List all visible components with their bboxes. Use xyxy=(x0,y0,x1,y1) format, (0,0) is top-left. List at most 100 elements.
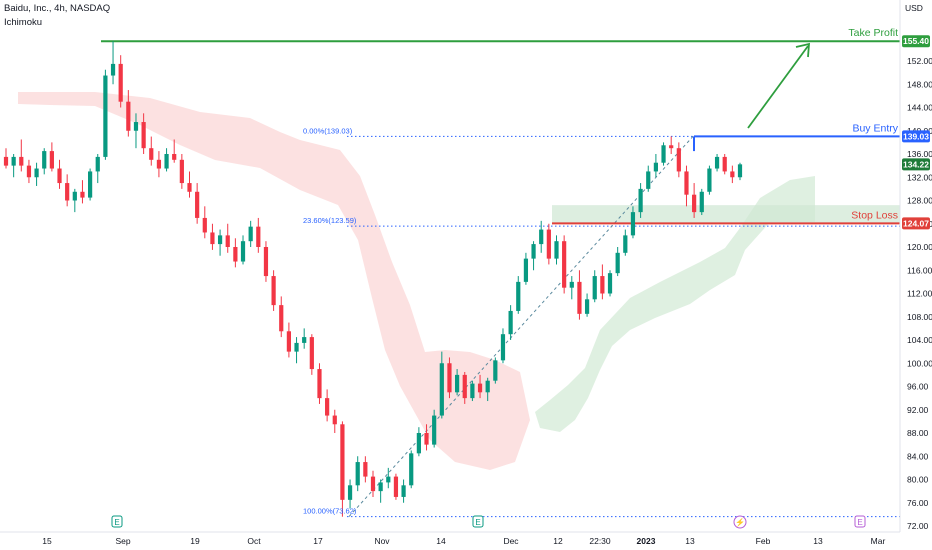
candle-body xyxy=(126,101,131,131)
candle-body xyxy=(653,162,658,172)
candle-body xyxy=(340,424,345,500)
event-marker-earnings[interactable]: E xyxy=(111,515,123,528)
stop-loss-price-tag: 124.07 xyxy=(902,217,930,230)
candle-body xyxy=(156,159,162,169)
candle-body xyxy=(103,75,108,157)
fib-level-label: 100.00%(73.62) xyxy=(303,507,357,516)
candle-body xyxy=(217,235,223,245)
candle-body xyxy=(386,476,391,483)
candle-body xyxy=(447,363,452,393)
price-tag-box xyxy=(902,158,930,171)
candle-body xyxy=(80,191,85,198)
candle-body xyxy=(630,212,636,236)
time-tick-label: Mar xyxy=(871,536,886,546)
candle-body xyxy=(233,247,238,262)
price-tick-label: 148.00 xyxy=(907,79,932,89)
time-tick-label: 15 xyxy=(42,536,52,546)
candle-body xyxy=(363,462,368,477)
candle-body xyxy=(65,183,70,201)
price-tick-label: 88.00 xyxy=(907,428,929,438)
price-tick-label: 92.00 xyxy=(907,405,929,415)
candle-body xyxy=(347,485,353,500)
event-marker-split[interactable]: ⚡ xyxy=(733,515,747,529)
candle-body xyxy=(256,226,261,247)
candle-body xyxy=(118,63,123,102)
candle-body xyxy=(615,252,620,274)
target-arrowhead xyxy=(795,42,810,58)
price-tick-label: 152.00 xyxy=(907,56,932,66)
candle-body xyxy=(714,156,720,169)
price-tick-label: 76.00 xyxy=(907,498,929,508)
candle-body xyxy=(332,415,337,425)
time-tick-label: 14 xyxy=(436,536,446,546)
candle-body xyxy=(240,241,246,262)
candle-body xyxy=(179,159,184,184)
candle-body xyxy=(195,191,200,218)
candle-body xyxy=(294,342,299,352)
candle-body xyxy=(722,156,727,172)
time-tick-label: Dec xyxy=(503,536,519,546)
candle-body xyxy=(378,482,383,492)
price-tick-label: 120.00 xyxy=(907,242,932,252)
candle-body xyxy=(623,235,628,253)
candle-body xyxy=(500,334,506,361)
price-tag-text: 124.07 xyxy=(903,218,929,228)
event-marker-earnings[interactable]: E xyxy=(472,515,484,528)
candle-body xyxy=(661,145,666,163)
candle-body xyxy=(592,276,597,300)
price-tag-text: 139.03 xyxy=(903,131,929,141)
take-profit-price-tag: 155.40 xyxy=(902,35,930,48)
price-tags-layer: 155.40 139.03 134.22 124.07 xyxy=(902,35,930,230)
price-tick-label: 104.00 xyxy=(907,335,932,345)
candle-body xyxy=(302,337,307,343)
candle-body xyxy=(684,171,689,195)
candle-body xyxy=(72,191,77,201)
candle-body xyxy=(516,281,521,311)
candle-body xyxy=(539,229,544,245)
fib-trend-line xyxy=(348,136,694,517)
candle-body xyxy=(546,229,551,259)
event-marker-earnings[interactable]: E xyxy=(854,515,866,528)
candle-body xyxy=(248,226,253,242)
candle-body xyxy=(569,281,574,288)
price-tag-text: 134.22 xyxy=(903,159,929,169)
candle-body xyxy=(309,337,314,370)
ichimoku-cloud-bearish xyxy=(18,92,530,470)
split-icon xyxy=(733,515,747,529)
candle-body xyxy=(164,154,169,169)
ichimoku-cloud-bullish xyxy=(535,176,815,432)
candle-body xyxy=(110,63,116,76)
time-tick-label: Nov xyxy=(374,536,390,546)
candle-body xyxy=(584,299,590,314)
candle-body xyxy=(210,232,215,245)
level-label-take-profit: Take Profit xyxy=(848,27,898,39)
candle-body xyxy=(531,244,536,259)
price-tick-label: 128.00 xyxy=(907,196,932,206)
price-tick-label: 112.00 xyxy=(907,289,932,299)
candle-body xyxy=(707,168,712,192)
level-label-buy-entry: Buy Entry xyxy=(852,122,898,134)
indicator-label[interactable]: Ichimoku xyxy=(4,17,43,28)
target-arrow-line xyxy=(747,45,809,129)
ichimoku-cloud-layer xyxy=(18,92,815,470)
candle-body xyxy=(669,145,674,149)
candle-body xyxy=(149,148,154,160)
price-axis: 152.00148.00144.00140.00136.00132.00128.… xyxy=(907,56,932,531)
event-label: ⚡ xyxy=(735,517,745,527)
price-tag-box xyxy=(902,130,930,143)
candle-body xyxy=(325,398,330,416)
candle-body xyxy=(401,485,406,497)
buy-entry-price-tag: 139.03 xyxy=(902,130,930,143)
candle-body xyxy=(462,374,467,399)
price-tick-label: 72.00 xyxy=(907,521,929,531)
time-tick-label: 13 xyxy=(685,536,695,546)
fib-level-label: 0.00%(139.03) xyxy=(303,126,353,135)
candles-layer xyxy=(3,41,743,517)
time-axis: 15 Sep 19 Oct 17 Nov 14 Dec 12 22:30 2023 13 Feb 13 Ma… xyxy=(42,536,885,546)
candle-body xyxy=(187,183,192,192)
candle-body xyxy=(141,122,146,149)
price-tick-label: 136.00 xyxy=(907,149,932,159)
candle-body xyxy=(172,154,177,160)
candle-body xyxy=(286,331,291,352)
